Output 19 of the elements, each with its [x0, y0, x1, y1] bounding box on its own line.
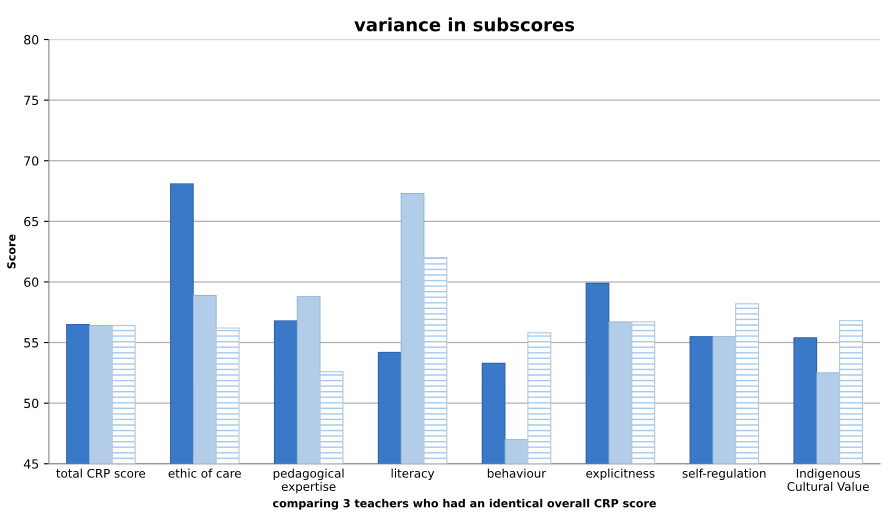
- y-axis-title: Score: [7, 234, 16, 268]
- y-tick-label: 60: [24, 277, 38, 287]
- x-tick-label: Indigenous Cultural Value: [787, 468, 869, 491]
- x-axis-title: comparing 3 teachers who had an identical overall CRP score: [273, 498, 656, 510]
- y-tick-label: 70: [24, 156, 38, 166]
- y-tick-label: 75: [24, 96, 38, 106]
- x-tick-label: total CRP score: [56, 468, 146, 478]
- x-tick-label: self-regulation: [682, 468, 766, 480]
- y-tick-label: 55: [24, 338, 38, 348]
- y-tick-label: 65: [24, 216, 38, 226]
- y-tick-label: 50: [24, 398, 38, 408]
- x-tick-label: behaviour: [488, 468, 546, 478]
- chart-title: variance in subscores: [354, 17, 574, 32]
- x-tick-label: explicitness: [586, 468, 655, 480]
- y-tick-label: 45: [24, 459, 38, 469]
- x-tick-label: literacy: [392, 468, 434, 480]
- x-tick-label: ethic of care: [168, 468, 241, 478]
- x-tick-label: pedagogical expertise: [274, 468, 344, 494]
- y-tick-label: 80: [24, 34, 38, 44]
